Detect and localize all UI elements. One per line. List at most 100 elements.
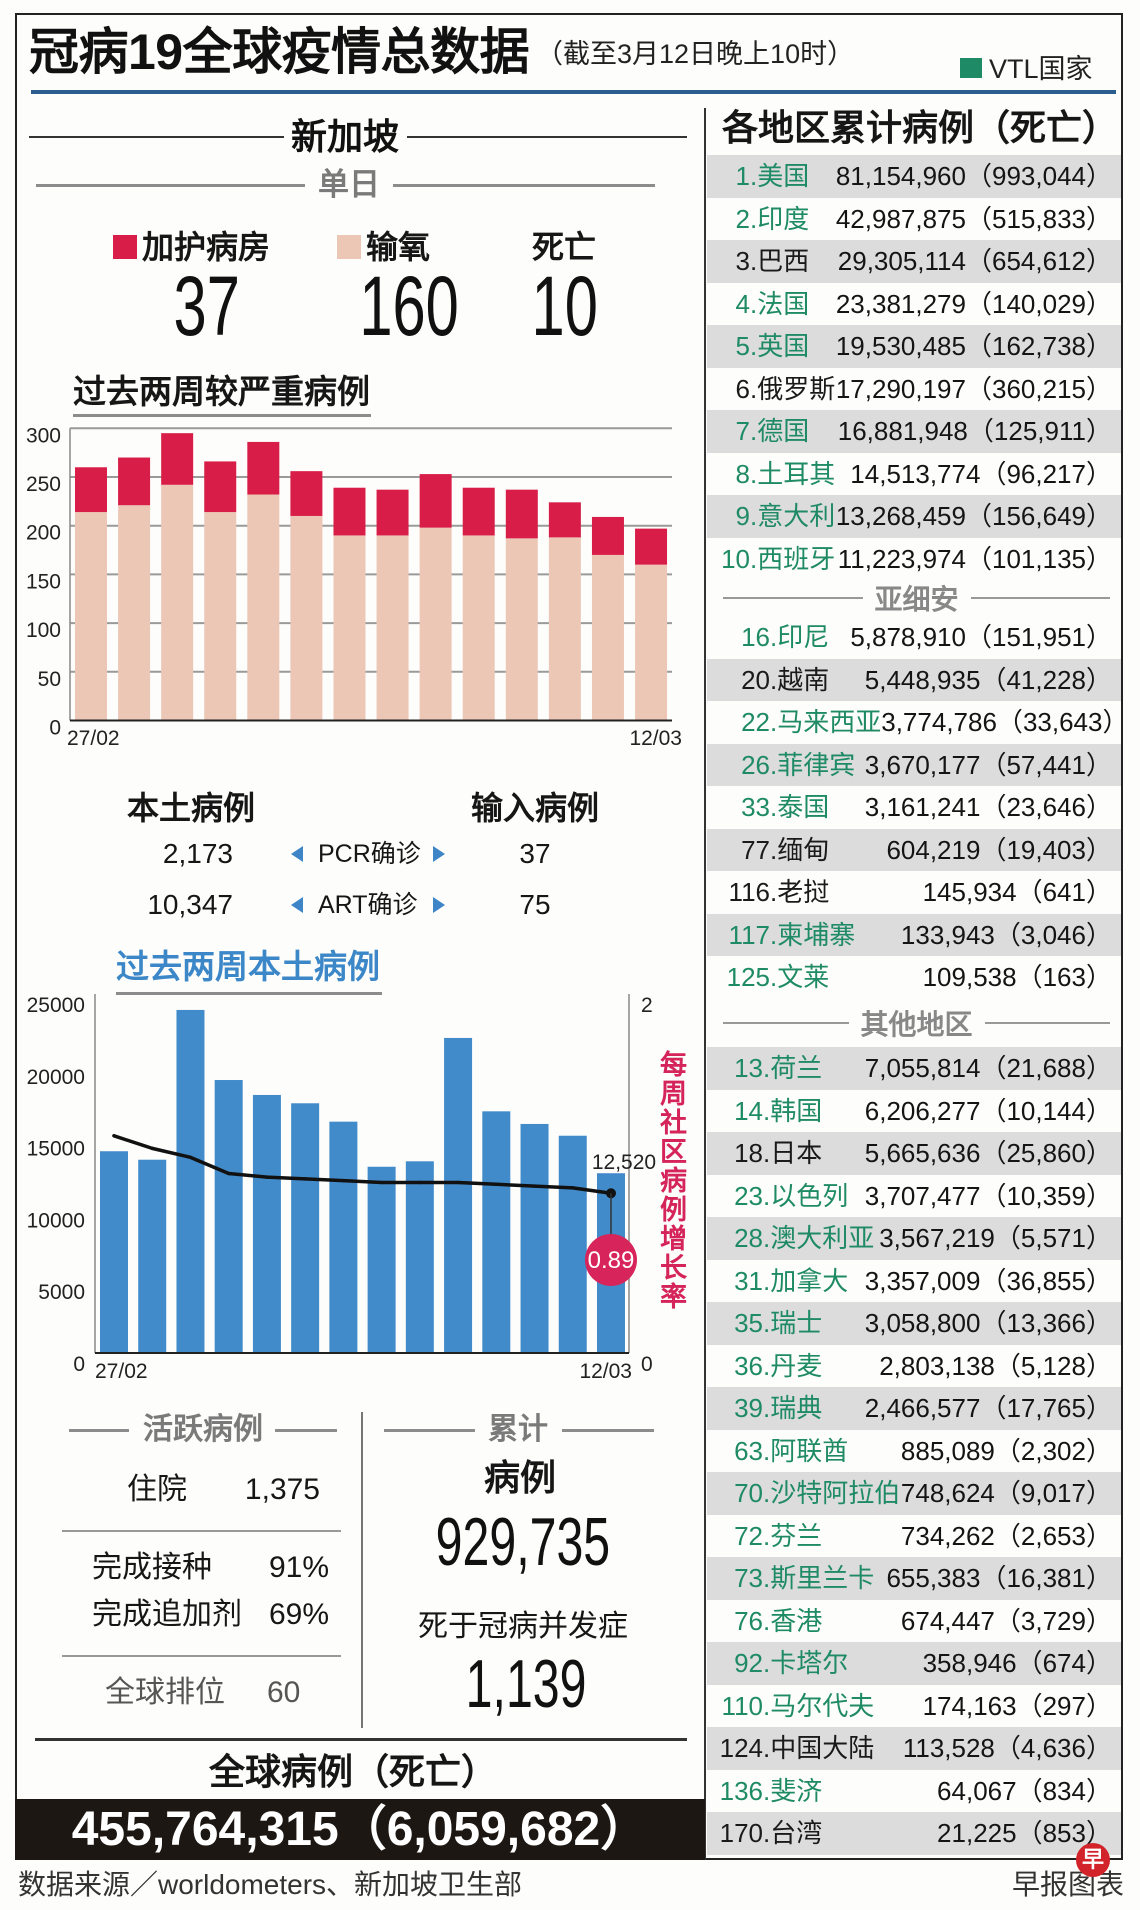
y-tick-label: 200 [26,522,61,545]
stat-value-oxygen-text: 160 [359,259,459,353]
region-country: 西班牙 [757,543,836,574]
rank-separator: . [770,919,778,950]
region-figures: 3,707,477（10,359） [865,1175,1112,1218]
region-cases: 6,206,277 [864,1095,981,1126]
region-cases: 3,707,477 [864,1180,981,1211]
hospitalised-label: 住院 [127,1473,187,1506]
region-figures: 6,206,277（10,144） [865,1090,1112,1133]
paren-close: ） [1085,1350,1112,1381]
rank-separator: . [763,1818,771,1848]
region-figures: 23,381,279（140,029） [836,283,1112,326]
local-cases-header: 本土病例 [127,790,256,826]
paren-close: ） [1085,1690,1112,1721]
paren-open: （ [980,1265,1007,1296]
icu-bar-segment [118,457,151,506]
region-name: 1.美国 [707,155,810,198]
row-separator [62,1655,341,1657]
booster-label: 完成追加剂 [92,1598,242,1631]
paren-open: （ [965,203,992,234]
region-rank: 3 [735,246,750,276]
paren-close: ） [1085,161,1112,191]
paren-close: ） [1085,1478,1112,1508]
page-title: 冠病19全球疫情总数据 [29,24,530,80]
local-cases-bar [291,1103,320,1353]
region-country: 老挝 [777,877,830,907]
rank-separator: . [770,749,778,780]
stat-value-icu-text: 37 [173,259,241,353]
y-tick-label: 20000 [27,1066,85,1089]
region-row: 33.泰国 3,161,241（23,646） [707,786,1121,829]
active-cases-heading: 活跃病例 [143,1413,263,1446]
paren-open: （ [980,458,1007,489]
growth-rate-point [456,1180,460,1185]
rank-separator: . [770,962,778,992]
paren-close: ） [1085,834,1112,865]
icu-bar-segment [75,467,107,513]
rank-separator: . [763,1053,771,1083]
region-cases: 5,878,910 [850,622,966,652]
paren-close: ） [600,1803,649,1856]
region-deaths: 33,643 [1022,707,1103,737]
rank-separator: . [750,543,758,574]
rank-separator: . [763,1265,771,1296]
region-name: 35.瑞士 [707,1302,822,1345]
y-tick-label: 50 [38,668,61,691]
region-rank: 117 [728,919,770,950]
paren-open: （ [996,707,1023,737]
global-rule [35,1738,687,1741]
region-deaths: 993,044 [992,161,1086,191]
icu-legend-swatch-icon [113,235,137,259]
vtl-legend-label: VTL国家 [989,54,1093,84]
paren-open: （ [965,622,992,652]
region-country: 韩国 [770,1095,823,1126]
paren-open: （ [1016,1690,1043,1721]
paren-open: （ [980,1180,1007,1211]
rank-separator: . [763,1605,771,1636]
region-country: 斯里兰卡 [770,1563,875,1593]
paren-close: ） [1085,1053,1112,1083]
region-country: 德国 [757,416,810,446]
oxygen-bar-segment [419,527,452,721]
region-figures: 674,447（3,729） [901,1600,1112,1643]
region-row: 110.马尔代夫 174,163（297） [707,1685,1121,1728]
icu-bar-segment [505,489,538,539]
region-rank: 136 [719,1775,763,1806]
paren-close: ） [1085,792,1112,822]
paren-close: ） [1085,373,1112,404]
region-row: 23.以色列 3,707,477（10,359） [707,1175,1121,1218]
region-cases: 11,223,974 [837,543,966,574]
region-figures: 655,383（16,381） [886,1557,1112,1600]
region-deaths: 5,571 [1020,1223,1086,1253]
region-country: 印尼 [777,622,830,652]
growth-rate-point [418,1180,422,1185]
region-rank: 28 [734,1223,763,1253]
region-deaths: 834 [1042,1775,1086,1806]
growth-rate-point [532,1184,537,1188]
rank-separator: . [763,1350,771,1381]
local-cases-bar [329,1121,358,1353]
rank-separator: . [750,246,758,276]
region-row: 72.芬兰 734,262（2,653） [707,1515,1121,1558]
paren-open: （ [994,1435,1021,1466]
rank-separator: . [763,1775,771,1806]
region-cases: 16,881,948 [837,416,968,446]
zaobao-logo-icon: 早 [1076,1843,1110,1877]
region-cases: 29,305,114 [837,246,966,276]
cumulative-deaths-label: 死于冠病并发症 [418,1610,628,1643]
rank-separator: . [763,1648,771,1678]
paren-close: ） [1085,962,1112,992]
region-deaths: 96,217 [1006,458,1086,489]
daily-heading: 单日 [318,167,380,202]
paren-open: （ [980,834,1007,865]
region-rank: 5 [735,331,750,361]
rank-separator: . [770,664,778,695]
column-divider [704,108,706,1860]
region-figures: 604,219（19,403） [886,829,1112,872]
region-deaths: 5,128 [1020,1350,1086,1381]
global-totals-bar: 455,764,315（6,059,682） [15,1799,705,1860]
icu-bar-segment [376,489,409,536]
local-art-value: 10,347 [147,889,233,920]
region-rank: 31 [734,1265,763,1296]
local-cases-bar [405,1161,434,1353]
rank-separator: . [763,1308,771,1338]
